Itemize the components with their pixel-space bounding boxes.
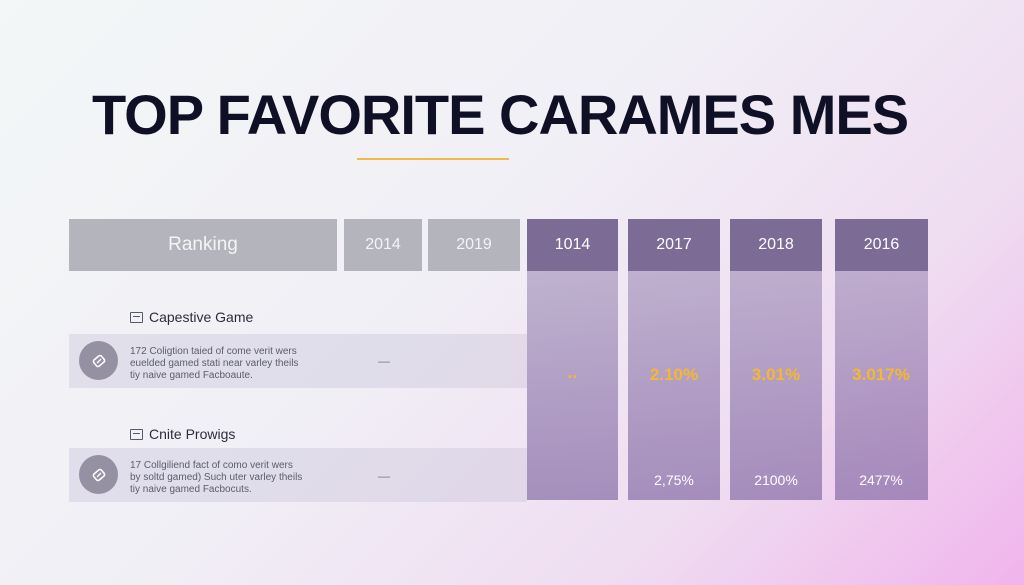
cell-2018: 2100% — [754, 472, 798, 488]
cell-1014: .. — [567, 362, 578, 382]
title-underline — [357, 158, 509, 160]
header-2017: 2017 — [628, 219, 720, 271]
row-description: 172 Coligtion taied of come verit wers e… — [130, 346, 299, 381]
tag-icon — [79, 341, 118, 380]
column-2016 — [835, 271, 928, 500]
column-1014 — [527, 271, 618, 500]
header-ranking: Ranking — [69, 219, 337, 271]
cell-2017: 2.10% — [649, 365, 699, 384]
document-icon — [130, 428, 143, 440]
tag-icon — [79, 455, 118, 494]
section-label: Capestive Game — [130, 309, 253, 325]
cell-2014: — — [378, 469, 390, 483]
column-2017 — [628, 271, 720, 500]
cell-2016: 3.017% — [852, 365, 910, 384]
header-2018: 2018 — [730, 219, 822, 271]
cell-2018: 3.01% — [751, 365, 801, 384]
header-2019: 2019 — [428, 219, 520, 271]
cell-2014: — — [378, 354, 390, 368]
cell-2016: 2477% — [859, 472, 903, 488]
column-2018 — [730, 271, 822, 500]
cell-2017: 2,75% — [654, 472, 694, 488]
header-2016: 2016 — [835, 219, 928, 271]
table-row[interactable] — [69, 448, 527, 502]
table-row[interactable] — [69, 334, 527, 388]
header-1014: 1014 — [527, 219, 618, 271]
list-icon — [130, 311, 143, 323]
page-title: TOP FAVORITE CARAMES MES — [91, 83, 909, 146]
section-label: Cnite Prowigs — [130, 426, 235, 442]
row-description: 17 Collgiliend fact of como verit wers b… — [130, 460, 303, 495]
header-2014: 2014 — [344, 219, 422, 271]
